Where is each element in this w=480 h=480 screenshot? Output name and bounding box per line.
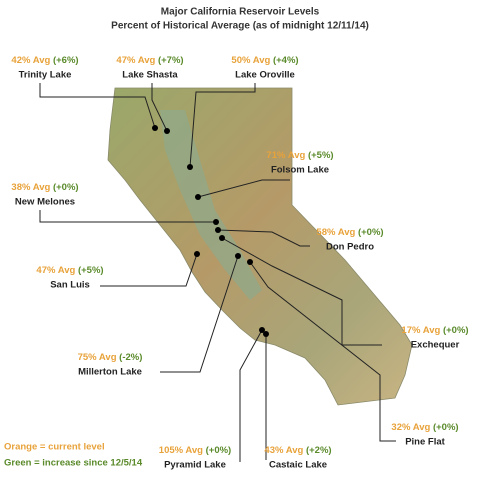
reservoir-name: Castaic Lake xyxy=(269,460,327,471)
subtitle: Percent of Historical Average (as of mid… xyxy=(111,21,369,32)
leader-line xyxy=(151,83,168,132)
reservoir-dot xyxy=(263,331,269,337)
level: 75% Avg xyxy=(78,352,117,363)
leader-line xyxy=(249,261,396,442)
reservoir-name: Pine Flat xyxy=(405,437,445,448)
change: (+2%) xyxy=(306,445,332,456)
reservoir-dot xyxy=(259,327,265,333)
reservoir-stat: 58% Avg (+0%) xyxy=(316,227,383,238)
reservoir-stat: 17% Avg (+0%) xyxy=(401,325,468,336)
leader-line xyxy=(221,237,382,346)
leader-line xyxy=(197,179,290,198)
reservoir-stat: 32% Avg (+0%) xyxy=(391,422,458,433)
reservoir-dot xyxy=(164,128,170,134)
change: (+0%) xyxy=(443,325,469,336)
reservoir-stat: 71% Avg (+5%) xyxy=(266,150,333,161)
change: (+0%) xyxy=(358,227,384,238)
reservoir-dot xyxy=(213,219,219,225)
change: (-2%) xyxy=(119,352,142,363)
change: (+7%) xyxy=(158,55,184,66)
leader-line xyxy=(239,329,263,462)
reservoir-dot xyxy=(215,227,221,233)
leader-line xyxy=(189,83,256,168)
reservoir-dot xyxy=(235,253,241,259)
reservoir-stat: 47% Avg (+5%) xyxy=(36,265,103,276)
change: (+4%) xyxy=(273,55,299,66)
reservoir-dot xyxy=(219,235,225,241)
leader-line xyxy=(39,210,216,223)
level: 17% Avg xyxy=(401,325,440,336)
reservoir-name: Lake Shasta xyxy=(122,70,178,81)
reservoir-dot xyxy=(247,259,253,265)
leader-line xyxy=(100,253,198,287)
change: (+5%) xyxy=(78,265,104,276)
reservoir-stat: 42% Avg (+6%) xyxy=(11,55,78,66)
reservoir-dot xyxy=(195,194,201,200)
reservoir-name: Folsom Lake xyxy=(271,165,329,176)
level: 47% Avg xyxy=(116,55,155,66)
leader-line xyxy=(39,83,156,129)
reservoir-dot xyxy=(194,251,200,257)
legend-green: Green = increase since 12/5/14 xyxy=(4,458,143,469)
reservoir-name: Don Pedro xyxy=(326,242,374,253)
level: 50% Avg xyxy=(231,55,270,66)
reservoir-stat: 43% Avg (+2%) xyxy=(264,445,331,456)
reservoir-name: San Luis xyxy=(50,280,90,291)
level: 32% Avg xyxy=(391,422,430,433)
level: 43% Avg xyxy=(264,445,303,456)
reservoir-name: Millerton Lake xyxy=(78,367,142,378)
reservoir-name: Exchequer xyxy=(411,340,460,351)
reservoir-stat: 38% Avg (+0%) xyxy=(11,182,78,193)
change: (+6%) xyxy=(53,55,79,66)
title: Major California Reservoir Levels xyxy=(161,7,320,18)
level: 47% Avg xyxy=(36,265,75,276)
level: 58% Avg xyxy=(316,227,355,238)
change: (+0%) xyxy=(206,445,232,456)
reservoir-stat: 105% Avg (+0%) xyxy=(159,445,231,456)
change: (+0%) xyxy=(433,422,459,433)
reservoir-name: Lake Oroville xyxy=(235,70,295,81)
reservoir-name: Pyramid Lake xyxy=(164,460,226,471)
level: 42% Avg xyxy=(11,55,50,66)
reservoir-stat: 50% Avg (+4%) xyxy=(231,55,298,66)
level: 38% Avg xyxy=(11,182,50,193)
reservoir-dot xyxy=(152,125,158,131)
reservoir-stat: 75% Avg (-2%) xyxy=(78,352,143,363)
level: 71% Avg xyxy=(266,150,305,161)
reservoir-dot xyxy=(187,164,193,170)
central-valley xyxy=(160,110,262,300)
reservoir-stat: 47% Avg (+7%) xyxy=(116,55,183,66)
legend-orange: Orange = current level xyxy=(4,442,105,453)
reservoir-name: Trinity Lake xyxy=(19,70,72,81)
change: (+0%) xyxy=(53,182,79,193)
reservoir-name: New Melones xyxy=(15,197,75,208)
change: (+5%) xyxy=(308,150,334,161)
leader-line xyxy=(160,255,239,373)
leader-line xyxy=(217,229,310,247)
level: 105% Avg xyxy=(159,445,203,456)
